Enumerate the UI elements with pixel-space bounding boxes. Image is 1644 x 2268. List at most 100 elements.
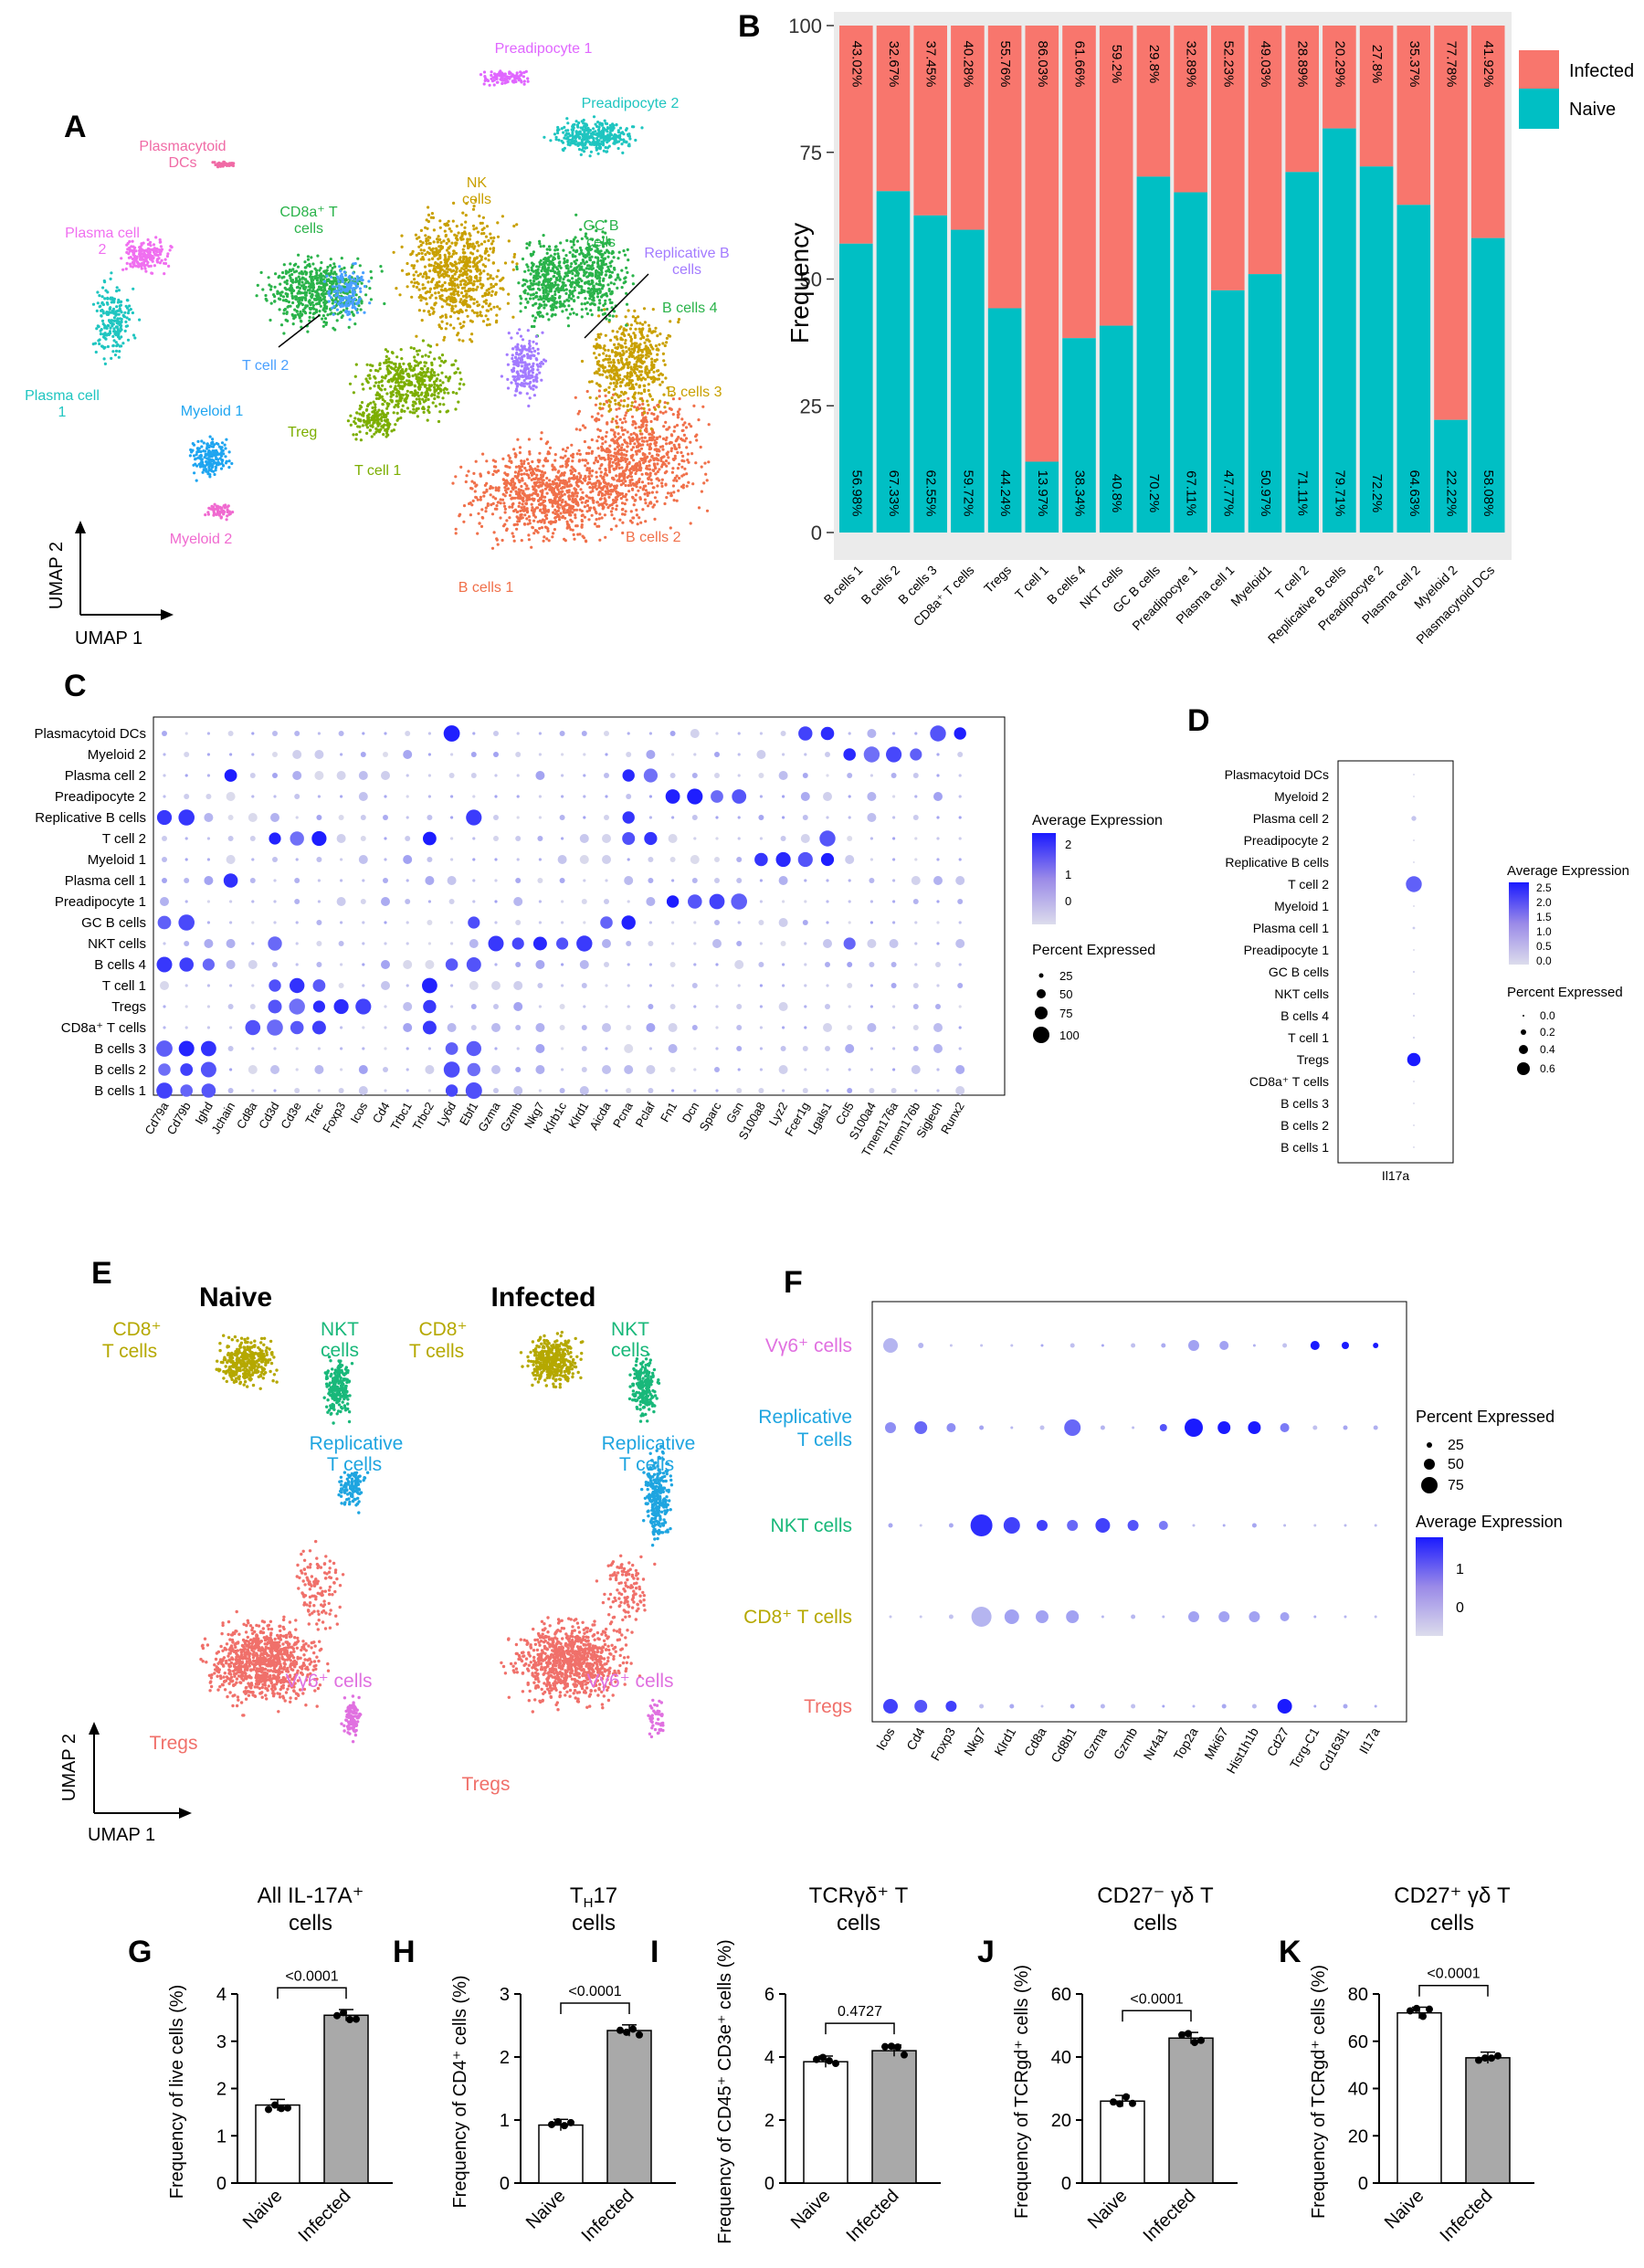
umap-point (584, 464, 587, 468)
umap-point (368, 428, 372, 432)
umap-point (525, 263, 529, 267)
umap-point (635, 355, 639, 359)
umap-point (416, 394, 420, 398)
umap-point (453, 233, 457, 237)
umap-point (561, 287, 564, 290)
umap-point (615, 498, 619, 501)
umap-point (438, 315, 443, 319)
umap-point (518, 391, 522, 395)
umap-point (553, 280, 557, 284)
umap-point (678, 446, 681, 449)
umap-point (503, 504, 507, 509)
umap-point (419, 299, 423, 302)
umap-point (451, 391, 455, 395)
umap-point (439, 268, 443, 271)
umap-point (626, 405, 629, 408)
umap-point (651, 308, 655, 311)
umap-point (512, 224, 516, 228)
umap-point (563, 300, 566, 303)
umap-point (469, 319, 473, 322)
umap-point (522, 290, 526, 293)
umap-point (423, 361, 427, 364)
umap-point (684, 426, 689, 429)
umap-point (458, 338, 461, 342)
umap-point (600, 308, 604, 312)
umap-point (307, 285, 311, 289)
umap-point (470, 332, 474, 336)
umap-point (648, 369, 651, 373)
umap-point (332, 279, 336, 282)
umap-point (469, 234, 472, 237)
umap-point (528, 241, 532, 245)
umap-point (655, 417, 659, 421)
umap-point (444, 260, 448, 264)
umap-point (605, 399, 608, 403)
umap-point (530, 281, 533, 285)
umap-point (606, 453, 610, 457)
umap-point (673, 445, 677, 448)
umap-point (443, 280, 447, 285)
umap-point (678, 476, 681, 480)
umap-point (536, 368, 540, 372)
umap-point (269, 288, 273, 291)
umap-point (553, 453, 557, 457)
umap-point (592, 260, 596, 264)
umap-point (520, 472, 523, 477)
umap-point (539, 483, 543, 487)
umap-point (427, 310, 430, 313)
umap-point (638, 429, 642, 433)
umap-point (571, 280, 574, 284)
umap-point (586, 250, 591, 254)
umap-point (632, 516, 636, 520)
umap-point (285, 311, 289, 314)
umap-point (627, 408, 630, 413)
umap-point (486, 318, 490, 322)
umap-point (388, 422, 392, 427)
umap-point (551, 501, 554, 506)
umap-point (472, 481, 477, 485)
umap-point (400, 409, 404, 413)
umap-point (370, 435, 374, 438)
umap-point (606, 269, 610, 273)
umap-point (425, 239, 428, 243)
umap-point (310, 294, 313, 299)
umap-point (534, 480, 539, 485)
umap-point (629, 352, 634, 356)
umap-point (395, 411, 399, 415)
umap-point (431, 278, 435, 281)
umap-point (581, 424, 585, 427)
umap-point (532, 481, 536, 485)
umap-point (563, 261, 566, 265)
umap-point (553, 248, 557, 252)
umap-point (505, 491, 509, 494)
umap-point (614, 459, 617, 462)
umap-point (458, 387, 461, 391)
umap-point (595, 456, 598, 459)
umap-point (615, 314, 618, 318)
umap-point (541, 273, 544, 277)
umap-point (630, 521, 634, 524)
umap-point (401, 404, 405, 407)
umap-point (653, 496, 658, 500)
umap-point (613, 343, 616, 346)
umap-point (302, 283, 306, 287)
umap-point (396, 376, 400, 380)
umap-point (521, 384, 524, 387)
umap-point (550, 283, 553, 287)
umap-point (480, 227, 484, 232)
umap-point (519, 301, 522, 305)
umap-point (580, 501, 584, 504)
umap-point (543, 519, 546, 522)
umap-point (489, 232, 492, 236)
umap-point (647, 388, 650, 393)
umap-point (450, 304, 454, 308)
umap-point (537, 280, 541, 284)
umap-point (519, 294, 522, 298)
umap-point (490, 486, 495, 490)
umap-point (635, 342, 638, 345)
umap-point (284, 271, 288, 275)
umap-point (462, 520, 466, 523)
umap-point (603, 501, 606, 505)
umap-point (663, 401, 667, 405)
umap-point (532, 387, 535, 391)
